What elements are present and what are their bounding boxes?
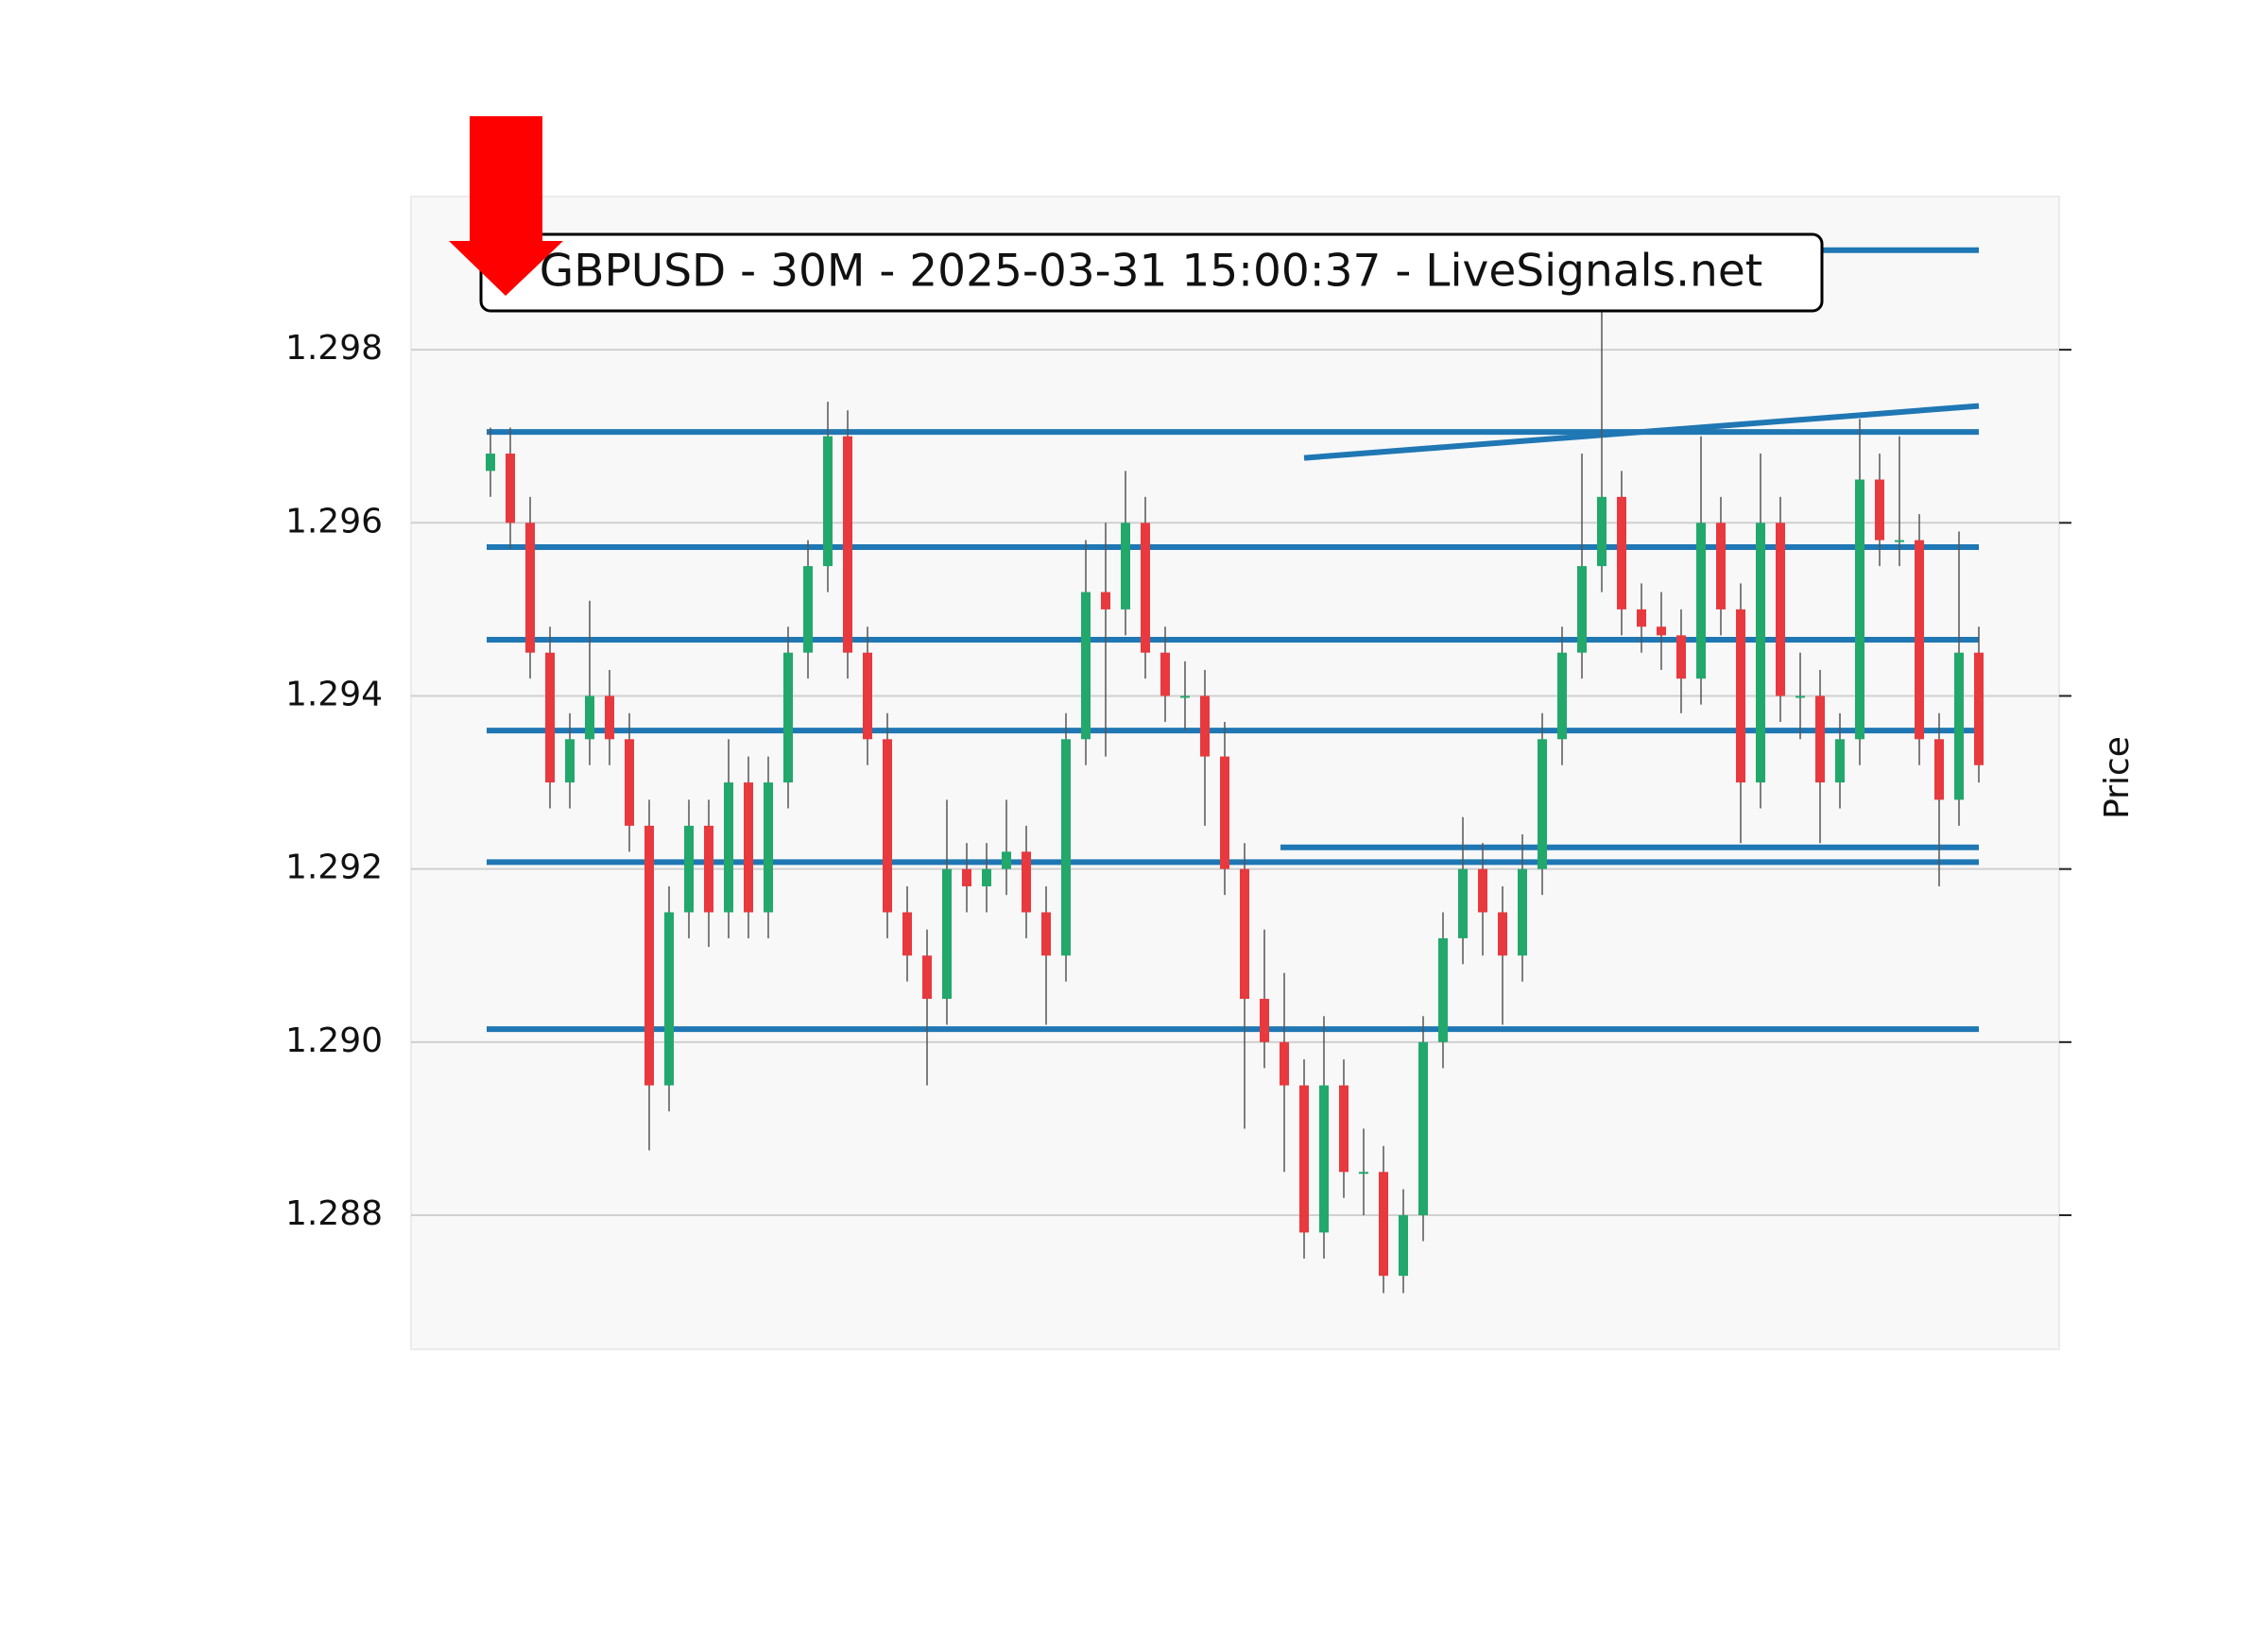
signal-arrow bbox=[449, 116, 563, 296]
candle-body bbox=[1359, 1172, 1368, 1175]
candle-body bbox=[1002, 851, 1011, 869]
candle-body bbox=[605, 695, 614, 740]
candle-body bbox=[764, 782, 773, 913]
candle-body bbox=[1160, 652, 1170, 696]
candle-body bbox=[823, 436, 833, 567]
candle-body bbox=[1776, 523, 1785, 696]
candle-body bbox=[962, 868, 971, 886]
candle-body bbox=[1180, 695, 1190, 698]
candle-body bbox=[1240, 868, 1249, 1000]
candle-body bbox=[922, 955, 932, 1000]
candle-body bbox=[843, 436, 852, 653]
candle-body bbox=[704, 825, 713, 913]
candle-body bbox=[724, 782, 733, 913]
candle-body bbox=[506, 454, 515, 523]
y-axis-label: Price bbox=[2098, 736, 2137, 819]
candle-body bbox=[1041, 912, 1051, 956]
candle-body bbox=[1518, 868, 1527, 956]
candle-body bbox=[684, 825, 694, 913]
chart-title: GBPUSD - 30M - 2025-03-31 15:00:37 - Liv… bbox=[540, 246, 1762, 298]
candle-body bbox=[942, 868, 952, 1000]
candle-body bbox=[1438, 937, 1448, 1042]
candle-body bbox=[1796, 695, 1805, 698]
candle-body bbox=[1895, 540, 1904, 542]
candle-body bbox=[1597, 496, 1606, 567]
candle-body bbox=[1200, 695, 1210, 757]
candle-body bbox=[1954, 652, 1964, 800]
candle-body bbox=[1756, 523, 1765, 783]
candle-body bbox=[644, 825, 654, 1086]
candle-body bbox=[863, 652, 872, 740]
candle-body bbox=[1379, 1172, 1388, 1277]
candle-body bbox=[1577, 566, 1587, 653]
candle-body bbox=[1538, 739, 1547, 869]
y-tick-label: 1.296 bbox=[285, 502, 383, 540]
candle-body bbox=[1061, 739, 1071, 956]
candles bbox=[486, 306, 1984, 1294]
y-tick-label: 1.288 bbox=[285, 1194, 383, 1233]
plot-area bbox=[410, 196, 2060, 1350]
candle-body bbox=[1220, 756, 1229, 869]
candle-body bbox=[625, 739, 634, 826]
candle-body bbox=[1458, 868, 1468, 938]
candle-body bbox=[1815, 695, 1825, 783]
y-tick-label: 1.290 bbox=[285, 1021, 383, 1060]
candle-body bbox=[1399, 1215, 1408, 1277]
candle-body bbox=[1617, 496, 1626, 609]
candle-body bbox=[803, 566, 813, 653]
y-tick-label: 1.298 bbox=[285, 329, 383, 368]
candle-body bbox=[1855, 479, 1864, 740]
candle-body bbox=[1835, 739, 1845, 783]
candle-body bbox=[664, 912, 674, 1086]
y-tick-label: 1.294 bbox=[285, 675, 383, 713]
candle-body bbox=[1141, 523, 1150, 653]
candle-body bbox=[982, 868, 991, 886]
arrow-shaft bbox=[470, 116, 542, 242]
candle-body bbox=[1557, 652, 1567, 740]
candle-body bbox=[1101, 592, 1110, 609]
arrow-head bbox=[449, 241, 563, 296]
candle-body bbox=[1657, 626, 1666, 636]
candle-body bbox=[1696, 523, 1706, 679]
candle-body bbox=[1676, 635, 1686, 679]
candle-body bbox=[783, 652, 793, 783]
y-tick-label: 1.292 bbox=[285, 849, 383, 887]
trend-line bbox=[1303, 403, 1980, 461]
candle-body bbox=[585, 695, 594, 740]
candle-body bbox=[1022, 851, 1031, 913]
candle-body bbox=[486, 454, 495, 472]
candle-body bbox=[1637, 609, 1646, 627]
candle-body bbox=[1339, 1085, 1349, 1173]
candle-body bbox=[883, 739, 892, 913]
candle-body bbox=[1081, 592, 1091, 740]
candle-body bbox=[1934, 739, 1944, 800]
candle-body bbox=[1299, 1085, 1309, 1233]
title-box bbox=[479, 232, 1824, 313]
candle-body bbox=[545, 652, 555, 783]
candle-body bbox=[1280, 1041, 1289, 1086]
candle-body bbox=[1121, 523, 1130, 609]
candle-body bbox=[1875, 479, 1884, 540]
candle-body bbox=[902, 912, 912, 956]
candle-body bbox=[1736, 609, 1745, 783]
candle-body bbox=[1915, 540, 1924, 740]
candle-body bbox=[525, 523, 535, 653]
candle-body bbox=[1974, 652, 1984, 765]
candle-body bbox=[1498, 912, 1507, 956]
candle-body bbox=[744, 782, 753, 913]
levels bbox=[487, 247, 1980, 1033]
candle-body bbox=[1319, 1085, 1329, 1233]
candle-body bbox=[1716, 523, 1726, 609]
candle-body bbox=[1418, 1041, 1428, 1216]
candle-body bbox=[1260, 999, 1269, 1042]
candle-body bbox=[565, 739, 575, 783]
candle-body bbox=[1478, 868, 1487, 913]
